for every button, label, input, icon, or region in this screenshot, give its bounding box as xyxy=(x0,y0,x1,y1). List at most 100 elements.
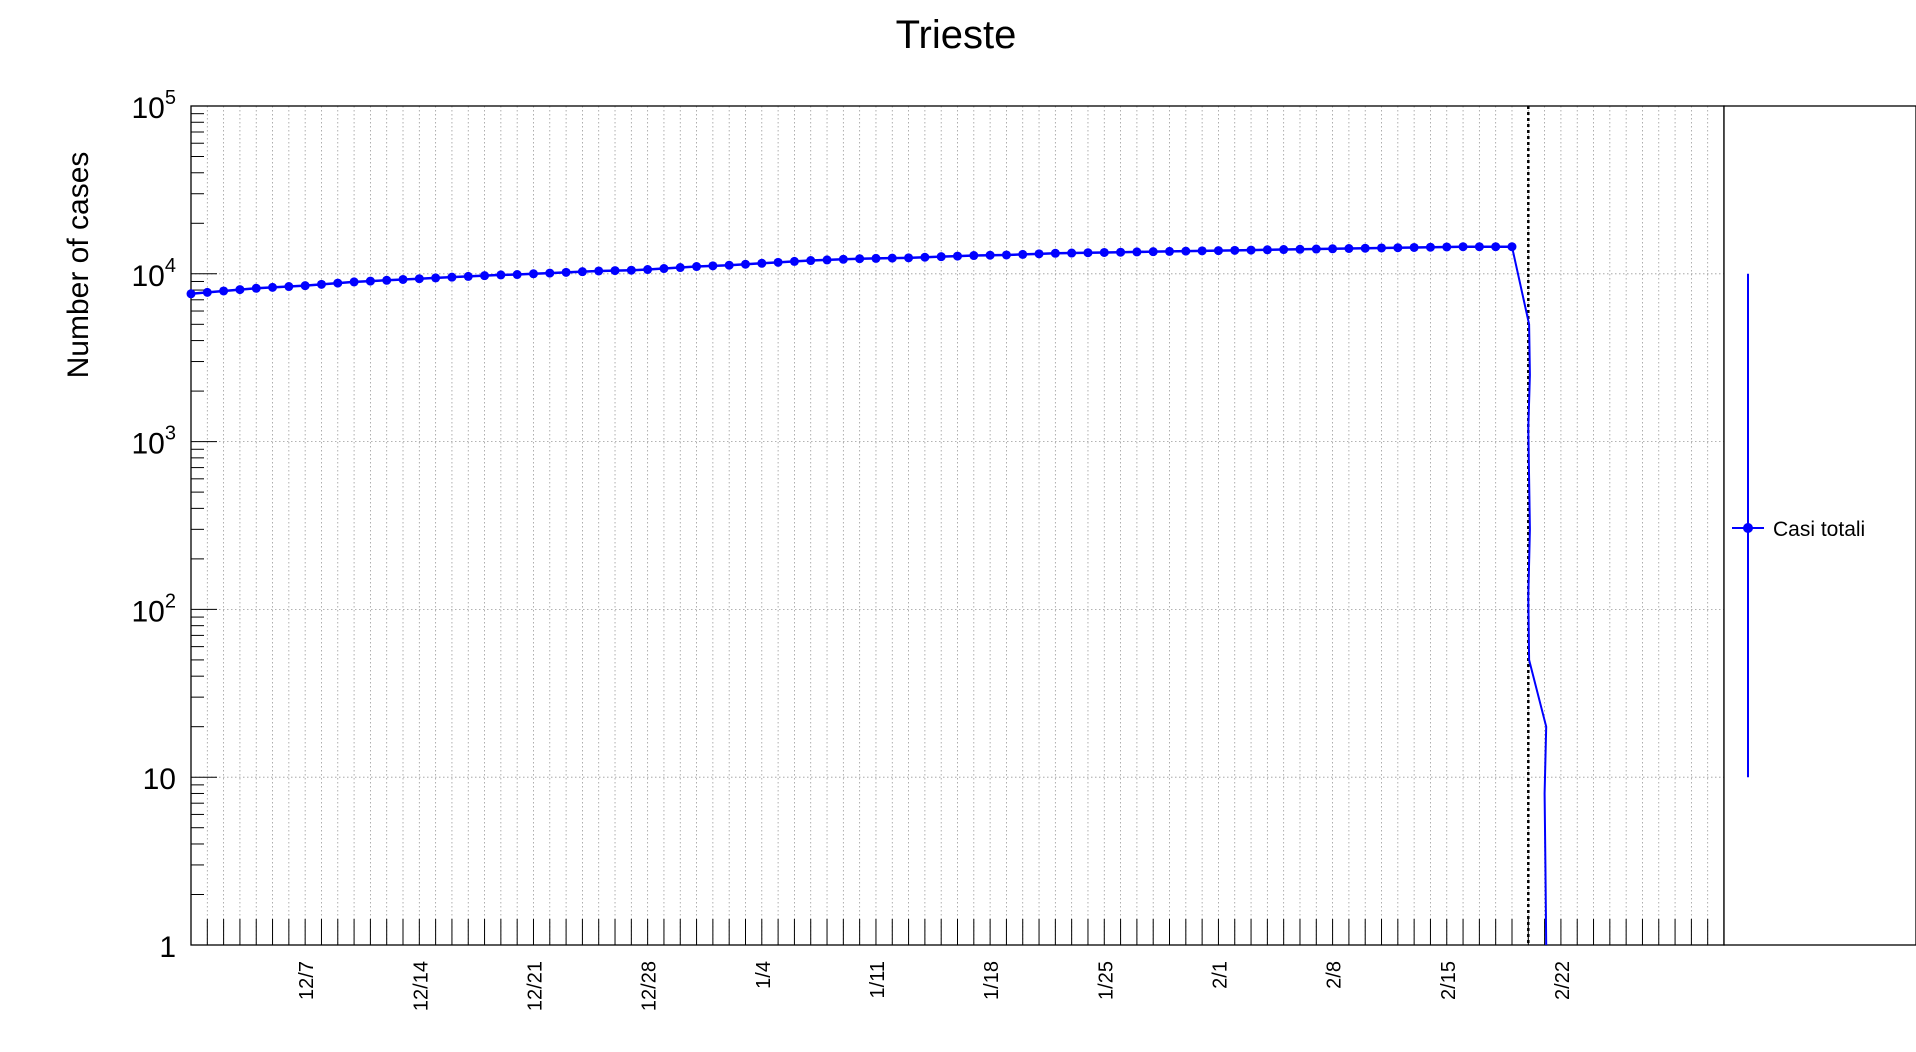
y-tick-label: 104 xyxy=(132,255,177,293)
data-point xyxy=(1213,246,1223,256)
y-tick-label-base: 10 xyxy=(132,260,165,293)
data-point xyxy=(1344,244,1354,254)
data-point xyxy=(300,281,310,291)
data-point xyxy=(1377,243,1387,253)
data-point xyxy=(953,251,962,261)
data-point xyxy=(626,265,636,275)
chart-title: Trieste xyxy=(896,13,1017,57)
legend-marker xyxy=(1743,523,1753,533)
data-point xyxy=(1442,242,1452,252)
x-tick-label: 2/22 xyxy=(1552,961,1574,1000)
x-tick-label: 1/4 xyxy=(753,961,775,989)
y-tick-label-base: 1 xyxy=(159,931,176,964)
data-point xyxy=(382,275,392,285)
data-point xyxy=(855,254,865,264)
data-point xyxy=(316,279,326,289)
data-point xyxy=(1507,242,1517,252)
data-point xyxy=(1262,245,1272,255)
data-point xyxy=(1246,245,1256,255)
x-tick-label: 1/25 xyxy=(1095,961,1117,1000)
data-point xyxy=(1165,246,1175,256)
data-point xyxy=(480,271,490,281)
data-point xyxy=(561,267,571,277)
data-point xyxy=(186,289,196,299)
data-point xyxy=(724,260,734,270)
y-axis-label: Number of cases xyxy=(62,152,95,379)
legend-box xyxy=(1723,105,1916,946)
data-point xyxy=(1409,242,1419,252)
x-tick-label: 1/11 xyxy=(867,961,889,998)
data-point xyxy=(1132,247,1142,257)
data-point xyxy=(333,278,343,288)
x-tick-label: 12/14 xyxy=(410,961,432,1011)
data-point xyxy=(512,270,522,280)
data-point xyxy=(789,256,799,266)
x-tick-label: 12/28 xyxy=(639,961,661,1011)
data-point xyxy=(936,252,946,262)
series-drop-line xyxy=(1511,246,1548,946)
legend: Casi totali xyxy=(1732,273,1865,778)
data-point xyxy=(1491,242,1501,252)
data-point xyxy=(431,273,441,283)
data-point xyxy=(1148,247,1158,257)
x-tick-label: 2/1 xyxy=(1209,961,1231,989)
data-point xyxy=(202,287,212,297)
series-casi-totali xyxy=(186,242,1548,946)
y-tick-label: 103 xyxy=(132,423,177,461)
data-point xyxy=(920,252,930,262)
data-point xyxy=(496,270,506,280)
data-point xyxy=(610,266,620,276)
data-point xyxy=(1034,249,1044,259)
data-point xyxy=(251,283,261,293)
y-tick-label-exponent: 5 xyxy=(165,87,176,109)
series-line xyxy=(190,245,1512,296)
data-point xyxy=(822,255,832,265)
data-point xyxy=(871,253,881,263)
data-point xyxy=(1001,250,1011,260)
x-tick-label: 12/21 xyxy=(524,961,546,1011)
data-point xyxy=(1181,246,1191,256)
data-point xyxy=(969,251,979,261)
data-point xyxy=(1295,244,1305,254)
data-point xyxy=(284,282,294,292)
data-point xyxy=(398,274,408,284)
y-tick-label: 102 xyxy=(132,590,177,628)
data-point xyxy=(1230,245,1240,255)
x-tick-label: 2/15 xyxy=(1438,961,1460,1000)
data-point xyxy=(904,253,914,263)
y-tick-label-base: 10 xyxy=(143,763,176,796)
data-point xyxy=(806,256,816,266)
data-point xyxy=(528,269,538,279)
data-point xyxy=(1018,249,1028,259)
y-tick-label-exponent: 2 xyxy=(165,590,176,612)
data-point xyxy=(643,265,653,275)
data-point xyxy=(1311,244,1321,254)
data-point xyxy=(1328,244,1338,254)
data-point xyxy=(1116,247,1126,257)
x-tick-label: 1/18 xyxy=(981,961,1003,1000)
data-point xyxy=(463,271,473,281)
data-point xyxy=(235,285,245,295)
data-point xyxy=(740,259,750,269)
data-point xyxy=(1050,248,1060,258)
data-point xyxy=(675,263,685,273)
y-tick-label: 1 xyxy=(159,931,176,964)
data-point xyxy=(692,262,702,272)
data-point xyxy=(577,267,587,277)
y-tick-label-exponent: 4 xyxy=(165,255,176,277)
data-point xyxy=(268,282,278,292)
data-point xyxy=(985,250,995,260)
data-point xyxy=(594,266,604,276)
data-point xyxy=(1458,242,1468,252)
x-tick-label: 2/8 xyxy=(1324,961,1346,989)
data-point xyxy=(349,277,359,287)
data-point xyxy=(1099,247,1109,257)
data-point xyxy=(708,261,718,271)
data-point xyxy=(887,253,897,263)
data-point xyxy=(1425,242,1435,252)
data-point xyxy=(757,258,767,268)
legend-entry-casi-totali: Casi totali xyxy=(1773,518,1865,541)
